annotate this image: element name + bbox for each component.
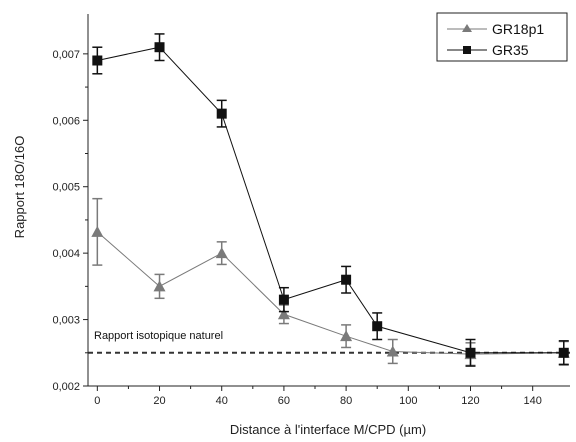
data-point-gr35 [216, 108, 227, 119]
reference-line-label: Rapport isotopique naturel [94, 330, 223, 342]
x-tick-label: 120 [461, 395, 479, 407]
legend-marker-gr35 [463, 46, 471, 54]
legend-marker-gr18p1 [462, 24, 472, 32]
data-point-gr35 [465, 347, 476, 358]
x-tick-label: 0 [94, 395, 100, 407]
data-point-gr18p1 [91, 225, 104, 237]
data-point-gr18p1 [386, 345, 399, 357]
y-tick-label: 0,004 [52, 248, 80, 260]
data-point-gr18p1 [153, 280, 166, 292]
data-point-gr35 [278, 294, 289, 305]
x-tick-label: 20 [153, 395, 165, 407]
x-tick-label: 40 [216, 395, 228, 407]
data-point-gr35 [154, 42, 165, 53]
x-tick-label: 60 [278, 395, 290, 407]
legend-label-gr35: GR35 [492, 42, 529, 58]
data-point-gr35 [341, 274, 352, 285]
y-tick-label: 0,005 [52, 182, 80, 194]
data-point-gr35 [558, 347, 569, 358]
x-axis-title: Distance à l'interface M/CPD (µm) [230, 422, 426, 437]
y-tick-label: 0,007 [52, 49, 80, 61]
legend: GR18p1 GR35 [436, 12, 568, 62]
data-point-gr35 [92, 55, 103, 66]
y-tick-label: 0,006 [52, 115, 80, 127]
y-tick-label: 0,003 [52, 315, 80, 327]
data-point-gr18p1 [340, 330, 353, 342]
data-point-gr35 [372, 321, 383, 332]
tick-layer: 0,002 0,003 0,004 0,005 0,006 0,007 0 20 40 60 80 1… [52, 14, 570, 407]
y-tick-label: 0,002 [52, 381, 80, 393]
x-tick-label: 100 [399, 395, 417, 407]
y-axis-title: Rapport 18O/16O [12, 136, 27, 239]
x-tick-label: 140 [524, 395, 542, 407]
series-line-gr18p1 [96, 231, 564, 355]
series-line-gr35 [97, 46, 564, 354]
legend-box [436, 12, 568, 62]
plot-marks [88, 33, 570, 367]
legend-label-gr18p1: GR18p1 [492, 21, 544, 37]
data-point-gr18p1 [215, 247, 228, 259]
data-point-gr18p1 [277, 308, 290, 320]
x-tick-label: 80 [340, 395, 352, 407]
